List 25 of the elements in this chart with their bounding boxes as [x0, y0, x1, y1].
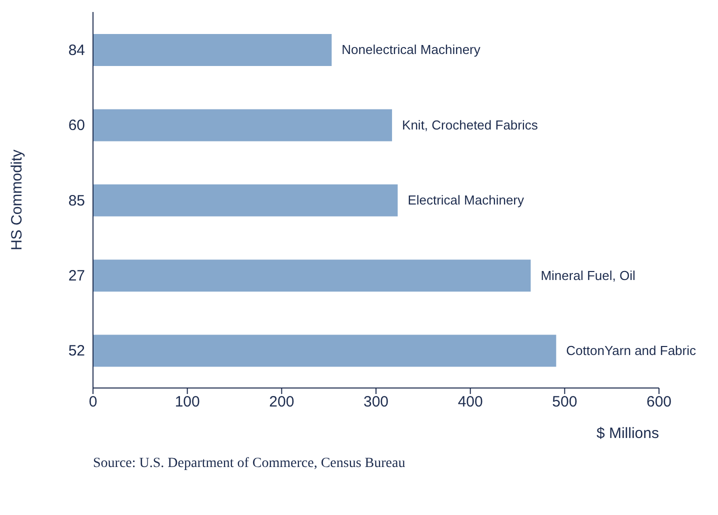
- annotation: Knit, Crocheted Fabrics: [402, 117, 538, 132]
- bar: [93, 34, 332, 66]
- x-tick-label: 500: [552, 394, 578, 411]
- x-tick-label: 600: [646, 394, 672, 411]
- y-tick-label: 52: [68, 342, 85, 360]
- bar: [93, 109, 392, 142]
- x-axis-title: $ Millions: [596, 425, 659, 442]
- annotation: Nonelectrical Machinery: [342, 42, 481, 58]
- x-tick-label: 0: [88, 394, 98, 411]
- bar: [93, 260, 531, 292]
- y-tick-label: 27: [68, 268, 85, 285]
- x-tick-label: 400: [458, 394, 483, 411]
- x-tick-label: 300: [363, 394, 389, 411]
- annotation: Mineral Fuel, Oil: [540, 268, 636, 283]
- bar: [93, 334, 556, 367]
- y-tick-label: 60: [68, 117, 85, 134]
- bar: [93, 184, 398, 216]
- x-tick-label: 100: [174, 394, 200, 411]
- annotation: Electrical Machinery: [408, 192, 525, 208]
- x-tick-label: 200: [269, 394, 294, 411]
- y-tick-label: 85: [68, 192, 85, 210]
- y-tick-label: 84: [68, 42, 85, 59]
- y-axis-title: HS Commodity: [8, 149, 26, 250]
- annotation: CottonYarn and Fabric: [566, 343, 697, 358]
- source-note: Source: U.S. Department of Commerce, Census Bureau: [93, 456, 406, 472]
